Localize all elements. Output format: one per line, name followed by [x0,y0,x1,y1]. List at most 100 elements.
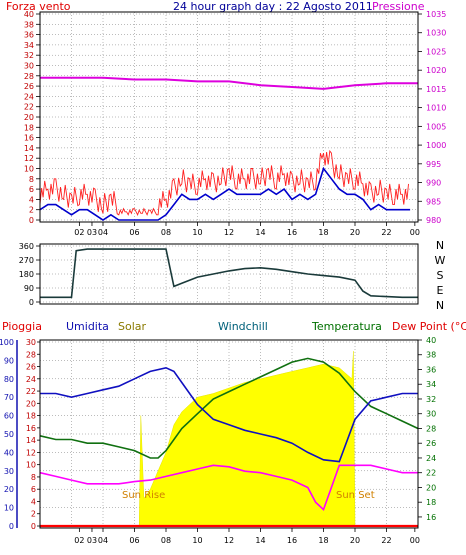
panel1-series [39,76,418,221]
y-left-tick-label: 38 [24,20,34,29]
y-left-tick-label: 6 [29,185,34,194]
x-tick-label: 12 [224,228,234,237]
x-tick-label: 22 [381,228,391,237]
y-left-tick-label: 30 [24,62,34,71]
legend-humidity: Umidita [66,320,109,333]
legend-dewpoint: Dew Point (°C) [392,320,466,333]
y-right-tick-label: 1000 [426,141,446,150]
x-tick-label: 18 [318,228,328,237]
y-tick-label: 270 [19,256,34,265]
x-tick-label: 20 [350,228,360,237]
y-tick-label: 90 [24,284,34,293]
x-tick-label: 00 [410,228,420,237]
x-tick-label: 18 [318,536,328,545]
y-left-tick-label: 4 [29,195,34,204]
panel2-frame [39,243,419,305]
compass-label: W [435,254,446,267]
y-right-tick-label: 1010 [426,104,446,113]
y-inner-tick-label: 20 [26,399,36,408]
series-wind-gust [39,149,409,216]
legend-windchill: Windchill [218,320,268,333]
y-inner-tick-label: 22 [26,387,36,396]
x-tick-label: 08 [161,536,171,545]
panel2-y-axis: 0 90 180 270 360 [19,242,40,307]
y-inner-tick-label: 8 [31,473,36,482]
x-tick-label: 12 [224,536,234,545]
panel1-x-axis: 02 03 04 06 08 10 12 14 16 18 20 22 00 [74,222,420,237]
y-inner-tick-label: 14 [26,436,36,445]
series-wind-avg [39,166,411,221]
y-right-tick-label: 1035 [426,10,446,19]
y-inner-tick-label: 18 [26,412,36,421]
y-inner-tick-label: 26 [26,363,36,372]
y-outer-tick-label: 80 [4,375,14,384]
y-left-tick-label: 24 [24,92,34,101]
x-tick-label: 00 [410,536,420,545]
y-right-tick-label: 24 [426,454,436,463]
x-tick-label: 16 [287,228,297,237]
y-left-tick-label: 40 [24,10,34,19]
y-inner-tick-label: 30 [26,338,36,347]
panel3-x-axis: 02 03 04 06 08 10 12 14 16 18 20 22 00 [74,528,420,545]
panel2-grid [40,244,418,304]
y-outer-tick-label: 60 [4,412,14,421]
compass-label: E [437,284,444,297]
y-right-tick-label: 30 [426,410,436,419]
y-left-tick-label: 36 [24,31,34,40]
x-tick-label: 16 [287,536,297,545]
y-right-tick-label: 28 [426,424,436,433]
chart-title: 24 hour graph day : 22 Agosto 2011 [173,0,373,13]
x-tick-label: 14 [255,536,265,545]
y-right-tick-label: 980 [426,216,441,225]
compass-label: N [436,299,444,312]
x-tick-label: 08 [161,228,171,237]
y-right-tick-label: 16 [426,513,436,522]
x-tick-label: 14 [255,228,265,237]
compass-label: S [437,269,444,282]
y-left-tick-label: 12 [24,154,34,163]
y-left-tick-label: 0 [29,216,34,225]
legend-rain: Pioggia [2,320,42,333]
x-tick-label: 03 [87,228,97,237]
y-outer-tick-label: 20 [4,485,14,494]
y-inner-tick-label: 2 [31,510,36,519]
x-tick-label: 20 [350,536,360,545]
x-tick-label: 04 [98,536,108,545]
y-inner-tick-label: 12 [26,448,36,457]
y-right-tick-label: 18 [426,498,436,507]
y-tick-label: 180 [19,270,34,279]
sunset-label: Sun Set [336,490,375,501]
panel3-series [39,351,419,528]
y-tick-label: 0 [29,298,34,307]
y-right-tick-label: 34 [426,380,436,389]
y-right-tick-label: 32 [426,395,436,404]
y-left-tick-label: 8 [29,175,34,184]
y-right-tick-label: 38 [426,351,436,360]
series-solar [40,351,418,527]
y-right-tick-label: 1030 [426,29,446,38]
y-right-tick-label: 1025 [426,47,446,56]
y-tick-label: 360 [19,242,34,251]
y-left-tick-label: 32 [24,51,34,60]
pressure-legend: Pressione [372,0,425,13]
panel1-right-axis: 980 985 990 995 1000 1005 1010 1015 1020 1025 1030… [418,10,446,225]
y-right-tick-label: 1015 [426,85,446,94]
y-inner-tick-label: 6 [31,485,36,494]
panel3-left-axes: 0102030405060708090100024681012141618202… [0,338,40,531]
y-left-tick-label: 22 [24,103,34,112]
x-tick-label: 22 [381,536,391,545]
y-outer-tick-label: 50 [4,430,14,439]
y-inner-tick-label: 4 [31,497,36,506]
y-outer-tick-label: 30 [4,467,14,476]
compass-label: N [436,239,444,252]
y-right-tick-label: 995 [426,160,441,169]
y-right-tick-label: 985 [426,197,441,206]
y-left-tick-label: 10 [24,165,34,174]
x-tick-label: 04 [98,228,108,237]
y-outer-tick-label: 100 [0,338,14,347]
series-pressure [40,76,418,90]
